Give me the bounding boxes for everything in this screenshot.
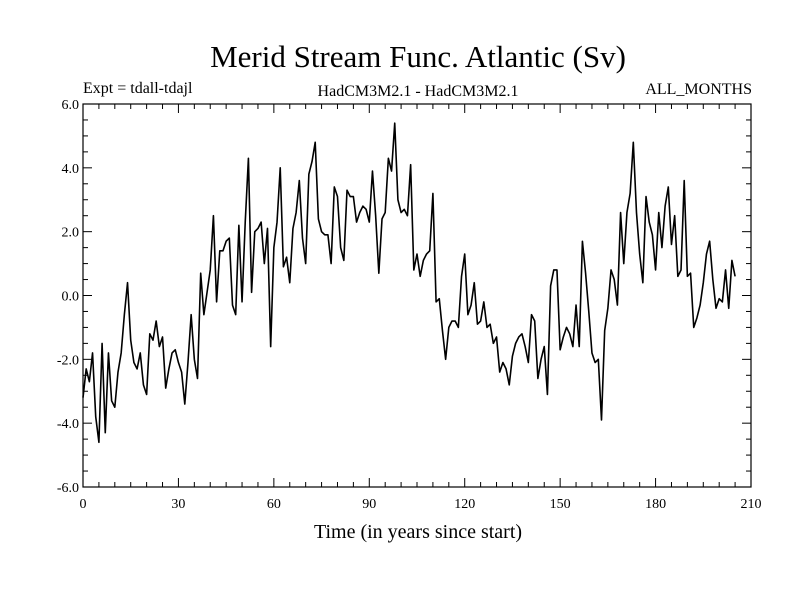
subtitle-center: HadCM3M2.1 - HadCM3M2.1 <box>318 83 519 100</box>
series-layer <box>82 122 736 444</box>
x-tick-label: 60 <box>267 497 281 512</box>
y-tick-label: 2.0 <box>62 226 80 241</box>
axis-tick-labels: 0 30 60 90 120 150 180 210 -6.0 -4.0 -2.0 0.0 2.0 4.0… <box>57 98 762 512</box>
x-tick-label: 150 <box>550 497 571 512</box>
y-tick-label: 0.0 <box>62 290 80 305</box>
x-tick-label: 180 <box>645 497 666 512</box>
x-tick-label: 90 <box>362 497 376 512</box>
plot-frame <box>82 103 752 488</box>
y-tick-label: 6.0 <box>62 98 80 113</box>
x-tick-label: 210 <box>741 497 762 512</box>
y-tick-label: -6.0 <box>57 481 79 496</box>
y-tick-label: -2.0 <box>57 353 79 368</box>
x-tick-label: 30 <box>171 497 185 512</box>
x-tick-label: 0 <box>80 497 87 512</box>
chart-title: Merid Stream Func. Atlantic (Sv) <box>210 39 626 74</box>
y-tick-label: 4.0 <box>62 162 80 177</box>
x-tick-label: 120 <box>454 497 475 512</box>
y-tick-label: -4.0 <box>57 417 79 432</box>
subtitle-left: Expt = tdall-tdajl <box>83 80 193 97</box>
subtitle-right: ALL_MONTHS <box>645 81 752 98</box>
axis-ticks <box>82 103 752 488</box>
x-axis-label: Time (in years since start) <box>314 521 522 543</box>
series-line-0 <box>82 122 736 444</box>
